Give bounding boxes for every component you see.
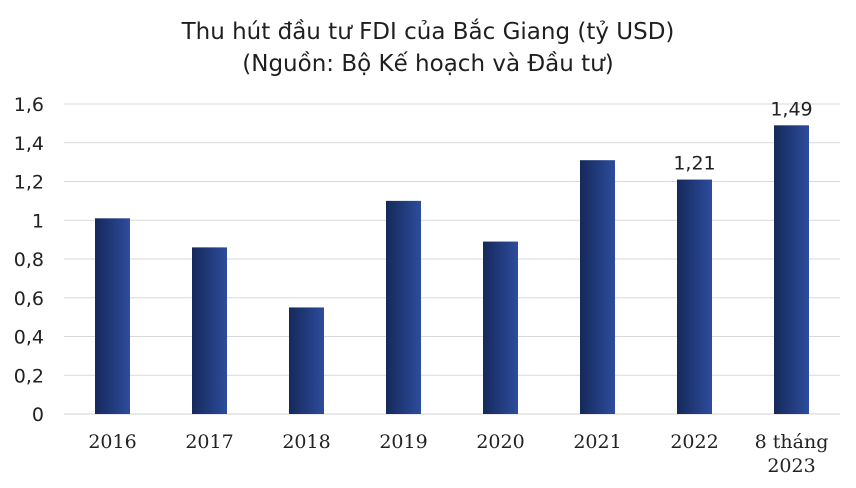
bar (192, 247, 227, 414)
y-axis-ticks: 0 0,2 0,4 0,6 0,8 1 1,2 1,4 1,6 (14, 94, 44, 426)
y-tick-label: 1,2 (14, 172, 44, 194)
x-tick-label: 2019 (379, 431, 427, 453)
x-tick-label: 8 tháng 2023 (755, 431, 829, 477)
y-tick-label: 0,2 (14, 365, 44, 387)
y-tick-label: 0,8 (14, 249, 44, 271)
chart-subtitle: (Nguồn: Bộ Kế hoạch và Đầu tư) (242, 51, 614, 77)
bar (774, 125, 809, 414)
bar (677, 179, 712, 414)
x-tick-label: 2017 (185, 431, 233, 453)
bars (95, 125, 809, 414)
x-tick-label: 2022 (670, 431, 718, 453)
bar (483, 241, 518, 414)
chart-title-block: Thu hút đầu tư FDI của Bắc Giang (tỷ USD… (0, 16, 856, 80)
x-tick-label: 2016 (88, 431, 136, 453)
chart-title: Thu hút đầu tư FDI của Bắc Giang (tỷ USD… (181, 19, 675, 45)
x-tick-label: 2021 (573, 431, 621, 453)
x-tick-label: 2018 (282, 431, 330, 453)
bar (386, 200, 421, 414)
bar (289, 307, 324, 414)
y-tick-label: 1,6 (14, 94, 44, 116)
y-tick-label: 1 (32, 210, 44, 232)
y-tick-label: 0,4 (14, 327, 44, 349)
y-tick-label: 1,4 (14, 133, 44, 155)
data-label: 1,21 (673, 153, 715, 175)
y-tick-label: 0 (32, 404, 44, 426)
data-labels: 1,21 1,49 (673, 98, 812, 174)
gridlines (64, 103, 840, 415)
x-axis-ticks: 2016 2017 2018 2019 2020 2021 2022 8 tháng 2023 (88, 431, 828, 477)
data-label: 1,49 (770, 98, 812, 120)
x-tick-label: 2020 (476, 431, 524, 453)
bar (580, 160, 615, 414)
bar (95, 218, 130, 414)
y-tick-label: 0,6 (14, 288, 44, 310)
